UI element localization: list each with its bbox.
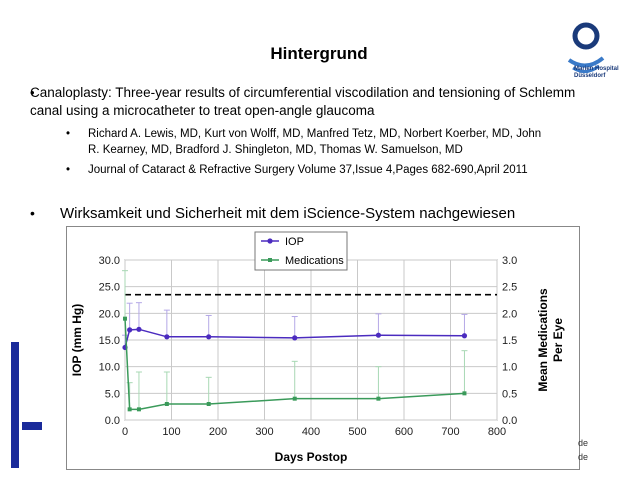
bullet-dot: • (30, 85, 35, 100)
slide-title: Hintergrund (270, 44, 368, 63)
x-tick-label: 600 (395, 426, 413, 438)
x-tick-label: 100 (162, 426, 180, 438)
y2-axis-label-1: Mean Medications (536, 288, 550, 392)
legend-iop-label: IOP (285, 236, 304, 248)
x-tick-label: 200 (209, 426, 227, 438)
y2-tick-label: 1.5 (502, 335, 517, 347)
bullet-2-text: Wirksamkeit und Sicherheit mit dem iScie… (60, 205, 516, 222)
legend-med-marker (268, 258, 272, 262)
x-tick-label: 700 (441, 426, 459, 438)
meds-point (292, 396, 297, 401)
iop-point (136, 326, 142, 332)
x-tick-labels: 0 100 200 300 400 500 600 700 800 (122, 426, 506, 438)
x-tick-label: 800 (488, 426, 506, 438)
sub-bullet-dot: • (66, 128, 71, 140)
authors-text: Richard A. Lewis, MD, Kurt von Wolff, MD… (88, 128, 542, 156)
meds-point (164, 402, 169, 406)
logo-arc-small (572, 64, 600, 73)
x-tick-label: 400 (302, 426, 320, 438)
logo-text: Marien Hospital Düsseldorf (574, 66, 634, 80)
y2-tick-label: 1.0 (502, 362, 517, 374)
iop-point (292, 335, 298, 341)
meds-point (123, 316, 127, 321)
iop-point (206, 334, 212, 340)
meds-point (136, 407, 141, 412)
y2-tick-label: 0.0 (502, 415, 517, 427)
bullet-2-marker: • (30, 205, 35, 221)
y2-axis-label-2: Per Eye (551, 318, 565, 362)
y2-tick-label: 3.0 (502, 255, 517, 267)
bullet-1-text: Canaloplasty: Three-year results of circ… (30, 85, 576, 118)
iop-point (127, 327, 133, 333)
y2-tick-label: 2.5 (502, 282, 517, 294)
legend-med-label: Medications (285, 255, 344, 267)
iop-point (164, 334, 170, 340)
sub-bullet-dot: • (66, 164, 71, 176)
y-tick-label: 15.0 (99, 335, 120, 347)
decor-bar-vertical (11, 342, 19, 468)
journal-text: Journal of Cataract & Refractive Surgery… (88, 164, 528, 176)
y-tick-label: 25.0 (99, 282, 120, 294)
logo-arc (567, 56, 605, 68)
meds-point (462, 391, 467, 396)
logo-ring (572, 22, 600, 50)
iop-point (461, 333, 468, 339)
legend-iop-marker (267, 238, 273, 244)
legend-box (254, 231, 348, 271)
x-tick-label: 0 (122, 426, 128, 438)
chart-frame: 0.0 5.0 10.0 15.0 20.0 25.0 30.0 0.0 0.5 1.0 1.5 2… (66, 226, 580, 470)
y-tick-label: 30.0 (99, 255, 120, 267)
hospital-logo (567, 22, 605, 73)
logo-text-2: Düsseldorf (574, 73, 606, 79)
meds-point (127, 407, 132, 412)
y2-tick-label: 0.5 (502, 388, 517, 400)
y-tick-label: 20.0 (99, 308, 120, 320)
iop-chart: 0.0 5.0 10.0 15.0 20.0 25.0 30.0 0.0 0.5 1.0 1.5 2… (70, 231, 565, 464)
corner-text-a: de (578, 438, 589, 448)
series-group (122, 270, 468, 412)
logo-text-1: Marien Hospital (574, 66, 619, 72)
y-tick-label: 10.0 (99, 362, 120, 374)
legend: IOP Medications (254, 231, 348, 271)
x-tick-label: 300 (255, 426, 273, 438)
x-tick-label: 500 (348, 426, 366, 438)
meds-point (376, 396, 381, 401)
y2-tick-labels: 0.0 0.5 1.0 1.5 2.0 2.5 3.0 (502, 255, 517, 427)
corner-text-b: de (578, 452, 589, 462)
y2-tick-label: 2.0 (502, 308, 517, 320)
x-axis-label: Days Postop (275, 450, 348, 464)
iop-point (375, 332, 382, 338)
decor-bar-horizontal (22, 422, 42, 430)
y-axis-label: IOP (mm Hg) (70, 304, 84, 376)
y-tick-label: 5.0 (105, 388, 120, 400)
y-tick-labels: 0.0 5.0 10.0 15.0 20.0 25.0 30.0 (99, 255, 120, 427)
meds-point (206, 402, 211, 406)
y-tick-label: 0.0 (105, 415, 120, 427)
